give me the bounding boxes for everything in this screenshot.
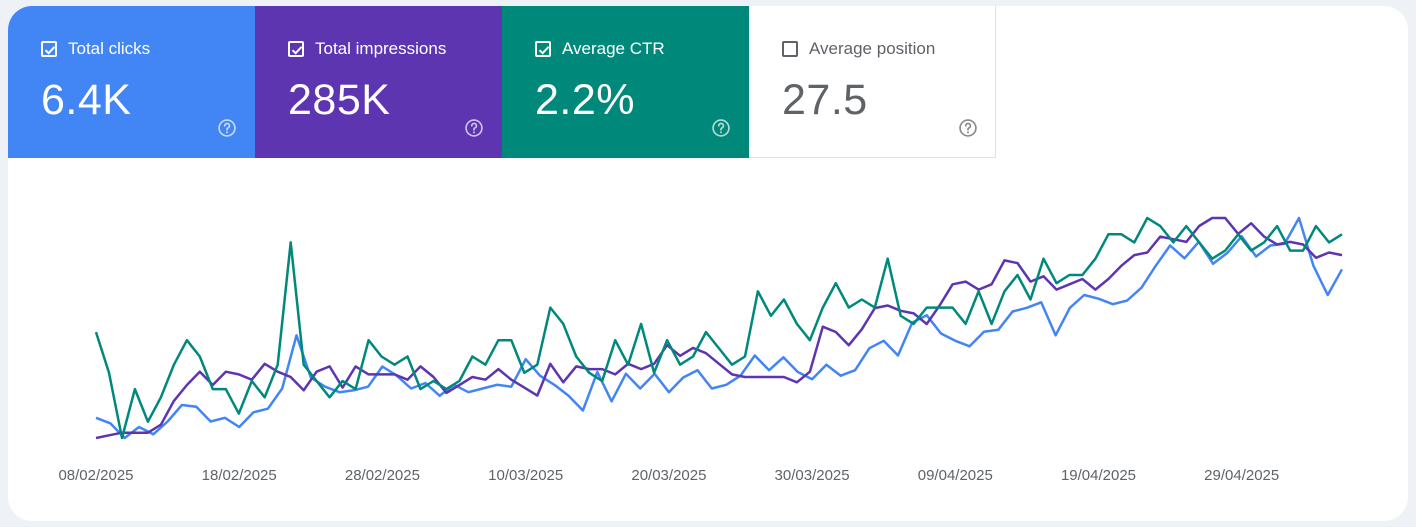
series-line-total-clicks: [95, 216, 1344, 440]
help-circle-icon[interactable]: [464, 118, 484, 138]
metric-card-total-clicks[interactable]: Total clicks 6.4K: [8, 6, 255, 158]
metric-card-average-ctr[interactable]: Average CTR 2.2%: [502, 6, 749, 158]
checkbox-checked-icon[interactable]: [41, 41, 57, 57]
performance-panel: Total clicks 6.4K Total impressions 285K…: [8, 6, 1408, 521]
x-tick-label: 18/02/2025: [202, 467, 277, 484]
x-tick-label: 20/03/2025: [631, 467, 706, 484]
x-tick-label: 10/03/2025: [488, 467, 563, 484]
series-line-total-impressions: [95, 216, 1343, 440]
metric-card-total-impressions[interactable]: Total impressions 285K: [255, 6, 502, 158]
x-tick-label: 09/04/2025: [918, 467, 993, 484]
x-tick-label: 30/03/2025: [775, 467, 850, 484]
help-circle-icon[interactable]: [958, 118, 978, 138]
metric-value: 285K: [288, 76, 391, 124]
metric-card-average-position[interactable]: Average position 27.5: [749, 6, 996, 158]
performance-line-chart: 08/02/2025 18/02/2025 28/02/2025 10/03/2025…: [58, 216, 1344, 484]
series-line-average-ctr: [94, 216, 1343, 440]
help-circle-icon[interactable]: [217, 118, 237, 138]
checkbox-unchecked-icon[interactable]: [782, 41, 798, 57]
metric-value: 27.5: [782, 76, 868, 124]
metric-label: Total clicks: [68, 39, 151, 58]
help-circle-icon[interactable]: [711, 118, 731, 138]
metric-cards: Total clicks 6.4K Total impressions 285K…: [8, 6, 996, 158]
metric-value: 2.2%: [535, 76, 636, 124]
x-tick-label: 08/02/2025: [58, 467, 133, 484]
checkbox-checked-icon[interactable]: [288, 41, 304, 57]
x-tick-label: 19/04/2025: [1061, 467, 1136, 484]
metric-value: 6.4K: [41, 76, 132, 124]
checkbox-checked-icon[interactable]: [535, 41, 551, 57]
metric-label: Average position: [809, 39, 936, 58]
x-tick-label: 29/04/2025: [1204, 467, 1279, 484]
x-tick-label: 28/02/2025: [345, 467, 420, 484]
metric-label: Average CTR: [562, 39, 665, 58]
metric-label: Total impressions: [315, 39, 447, 58]
